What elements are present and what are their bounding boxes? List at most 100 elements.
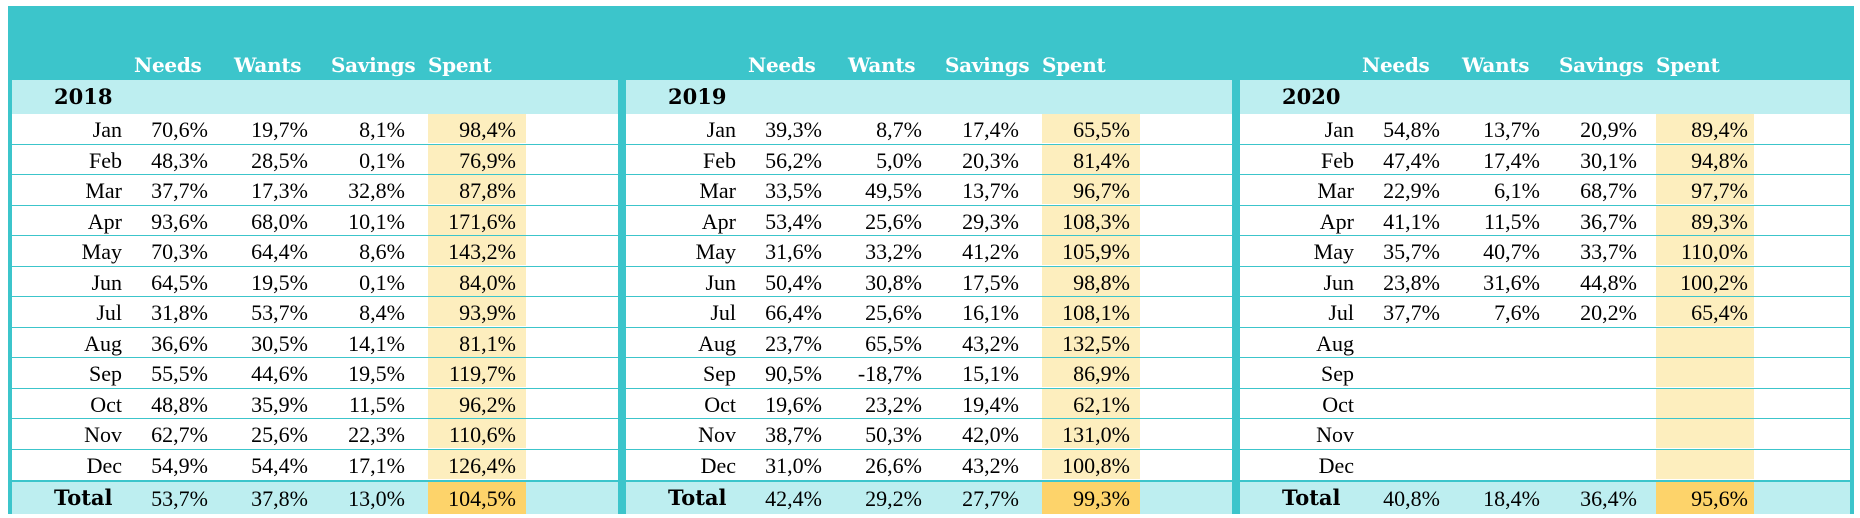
spent-cell-bg — [1656, 175, 1754, 204]
spent-value: 89,4% — [1691, 117, 1748, 142]
table-row: Oct 48,8% 35,9% 11,5% 96,2% — [12, 388, 618, 419]
needs-value: 47,4% — [1383, 147, 1440, 173]
savings-value: 14,1% — [348, 330, 405, 356]
spent-value: 119,7% — [448, 361, 516, 386]
budget-spreadsheet: Needs Wants Savings Spent 2018 Jan 70,6% 19,7% 8… — [8, 6, 1854, 514]
month-label: Oct — [90, 391, 122, 417]
month-label: Feb — [1321, 147, 1354, 173]
needs-value: 53,4% — [765, 208, 822, 234]
table-row: May 35,7% 40,7% 33,7% 110,0% — [1240, 236, 1850, 267]
spent-value: 94,8% — [1691, 147, 1748, 173]
table-row: Feb 48,3% 28,5% 0,1% 76,9% — [12, 144, 618, 175]
needs-value: 23,7% — [765, 330, 822, 356]
needs-value: 37,7% — [151, 178, 208, 203]
wants-value: 6,1% — [1494, 178, 1540, 203]
wants-value: 13,7% — [1483, 117, 1540, 142]
month-label: Aug — [84, 330, 122, 356]
month-rows: Jan 70,6% 19,7% 8,1% 98,4% Feb 48,3% 28,5% 0,1% 7… — [12, 114, 618, 480]
table-row: Apr 53,4% 25,6% 29,3% 108,3% — [626, 205, 1232, 236]
spent-cell-bg — [428, 358, 526, 387]
spent-cell-bg — [1656, 358, 1754, 387]
table-row: Nov 38,7% 50,3% 42,0% 131,0% — [626, 419, 1232, 450]
table-row: Jul 37,7% 7,6% 20,2% 65,4% — [1240, 297, 1850, 328]
table-row: Jun 64,5% 19,5% 0,1% 84,0% — [12, 266, 618, 297]
spent-cell-bg — [428, 449, 526, 479]
month-label: Feb — [703, 147, 736, 173]
month-label: Nov — [1316, 422, 1354, 447]
column-header-wants: Wants — [848, 53, 916, 77]
spent-value: 65,4% — [1691, 300, 1748, 325]
savings-value: 44,8% — [1580, 269, 1637, 295]
needs-value: 48,3% — [151, 147, 208, 173]
savings-value: 33,7% — [1580, 239, 1637, 264]
column-header-needs: Needs — [1362, 53, 1430, 77]
column-header-wants: Wants — [1462, 53, 1530, 77]
month-label: Aug — [698, 330, 736, 356]
spent-value: 132,5% — [1062, 330, 1130, 356]
table-row: Sep 90,5% -18,7% 15,1% 86,9% — [626, 358, 1232, 389]
total-savings-value: 27,7% — [962, 486, 1019, 511]
needs-value: 48,8% — [151, 391, 208, 417]
table-row: Jul 66,4% 25,6% 16,1% 108,1% — [626, 297, 1232, 328]
savings-value: 15,1% — [962, 361, 1019, 386]
spent-cell-bg — [1042, 358, 1140, 387]
wants-value: 17,3% — [251, 178, 308, 203]
spent-cell-bg — [1042, 327, 1140, 357]
savings-value: 43,2% — [962, 330, 1019, 356]
spent-cell-bg — [428, 144, 526, 174]
savings-value: 16,1% — [962, 300, 1019, 325]
total-needs-value: 40,8% — [1383, 486, 1440, 511]
wants-value: 25,6% — [865, 208, 922, 234]
wants-value: 25,6% — [251, 422, 308, 447]
spent-value: 98,4% — [459, 117, 516, 142]
spent-value: 97,7% — [1691, 178, 1748, 203]
month-label: Sep — [89, 361, 122, 386]
month-rows: Jan 54,8% 13,7% 20,9% 89,4% Feb 47,4% 17,4% 30,1… — [1240, 114, 1850, 480]
column-header-spent: Spent — [1656, 53, 1720, 77]
needs-value: 70,6% — [151, 117, 208, 142]
total-wants-value: 37,8% — [251, 486, 308, 511]
column-header-needs: Needs — [134, 53, 202, 77]
savings-value: 36,7% — [1580, 208, 1637, 234]
wants-value: 19,7% — [251, 117, 308, 142]
column-header-spent: Spent — [1042, 53, 1106, 77]
month-rows: Jan 39,3% 8,7% 17,4% 65,5% Feb 56,2% 5,0% 20,3% 8… — [626, 114, 1232, 480]
spent-cell-bg — [428, 114, 526, 143]
spent-cell-bg — [428, 175, 526, 204]
savings-value: 19,5% — [348, 361, 405, 386]
year-row: 2020 — [1240, 80, 1850, 114]
spent-value: 62,1% — [1073, 391, 1130, 417]
savings-value: 8,1% — [359, 117, 405, 142]
wants-value: 25,6% — [865, 300, 922, 325]
savings-value: 20,3% — [962, 147, 1019, 173]
month-label: Dec — [700, 452, 736, 478]
wants-value: 30,5% — [251, 330, 308, 356]
table-row: Feb 56,2% 5,0% 20,3% 81,4% — [626, 144, 1232, 175]
wants-value: 30,8% — [865, 269, 922, 295]
spent-value: 100,2% — [1680, 269, 1748, 295]
spent-cell-bg — [1656, 144, 1754, 174]
wants-value: 23,2% — [865, 391, 922, 417]
wants-value: -18,7% — [857, 361, 922, 386]
wants-value: 44,6% — [251, 361, 308, 386]
wants-value: 28,5% — [251, 147, 308, 173]
month-label: Jul — [710, 300, 736, 325]
column-header-spent: Spent — [428, 53, 492, 77]
spent-cell-bg — [1042, 297, 1140, 326]
month-label: Apr — [1319, 208, 1354, 234]
needs-value: 90,5% — [765, 361, 822, 386]
table-row: Jun 23,8% 31,6% 44,8% 100,2% — [1240, 266, 1850, 297]
needs-value: 39,3% — [765, 117, 822, 142]
wants-value: 50,3% — [865, 422, 922, 447]
savings-value: 22,3% — [348, 422, 405, 447]
spent-cell-bg — [1656, 388, 1754, 418]
spent-value: 76,9% — [459, 147, 516, 173]
needs-value: 22,9% — [1383, 178, 1440, 203]
wants-value: 31,6% — [1483, 269, 1540, 295]
spent-cell-bg — [428, 388, 526, 418]
table-row: Oct 19,6% 23,2% 19,4% 62,1% — [626, 388, 1232, 419]
table-row: Dec 54,9% 54,4% 17,1% 126,4% — [12, 449, 618, 481]
spent-value: 126,4% — [448, 452, 516, 478]
spent-cell-bg — [1042, 175, 1140, 204]
total-row: Total 42,4% 29,2% 27,7% 99,3% — [626, 482, 1232, 514]
